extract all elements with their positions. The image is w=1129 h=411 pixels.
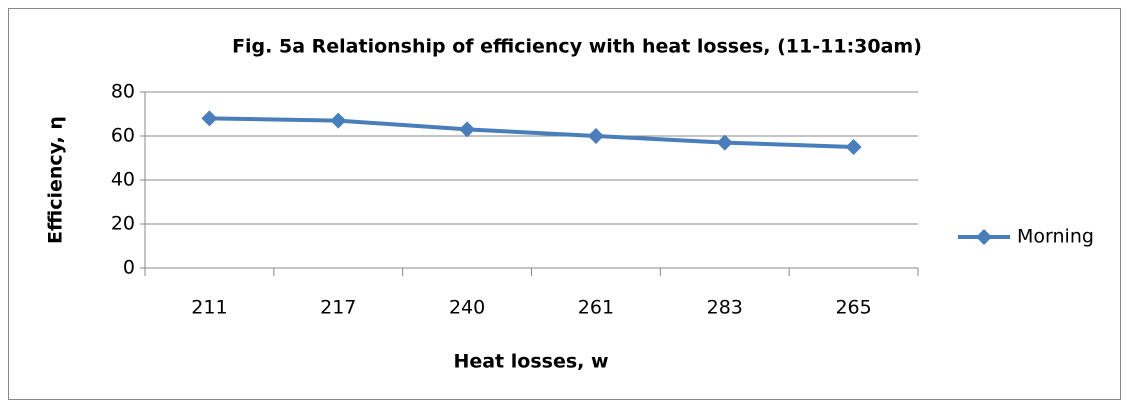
chart-title: Fig. 5a Relationship of efficiency with … [232, 36, 922, 58]
y-tick-label: 40 [111, 169, 135, 191]
y-axis-label: Efficiency, η [45, 116, 67, 244]
data-point [845, 139, 862, 155]
data-point [716, 134, 733, 151]
y-tick-label: 0 [123, 257, 135, 279]
data-point [459, 121, 476, 138]
x-tick-label: 217 [320, 297, 356, 319]
chart-border [8, 8, 1121, 400]
x-tick-label: 265 [835, 297, 871, 319]
data-line [209, 116, 854, 149]
y-tick-label: 20 [111, 213, 135, 235]
data-point [201, 110, 218, 127]
x-tick-label: 261 [578, 297, 614, 319]
x-tick-label: 283 [707, 297, 743, 319]
legend-label: Morning [1017, 226, 1094, 248]
x-tick-label: 211 [191, 297, 227, 319]
y-tick-label: 60 [111, 125, 135, 147]
x-axis-label: Heat losses, w [453, 351, 608, 373]
x-tick-label: 240 [449, 297, 485, 319]
legend-marker [976, 229, 992, 245]
y-tick-label: 80 [111, 81, 135, 103]
data-point [587, 128, 604, 144]
data-point [330, 112, 347, 129]
